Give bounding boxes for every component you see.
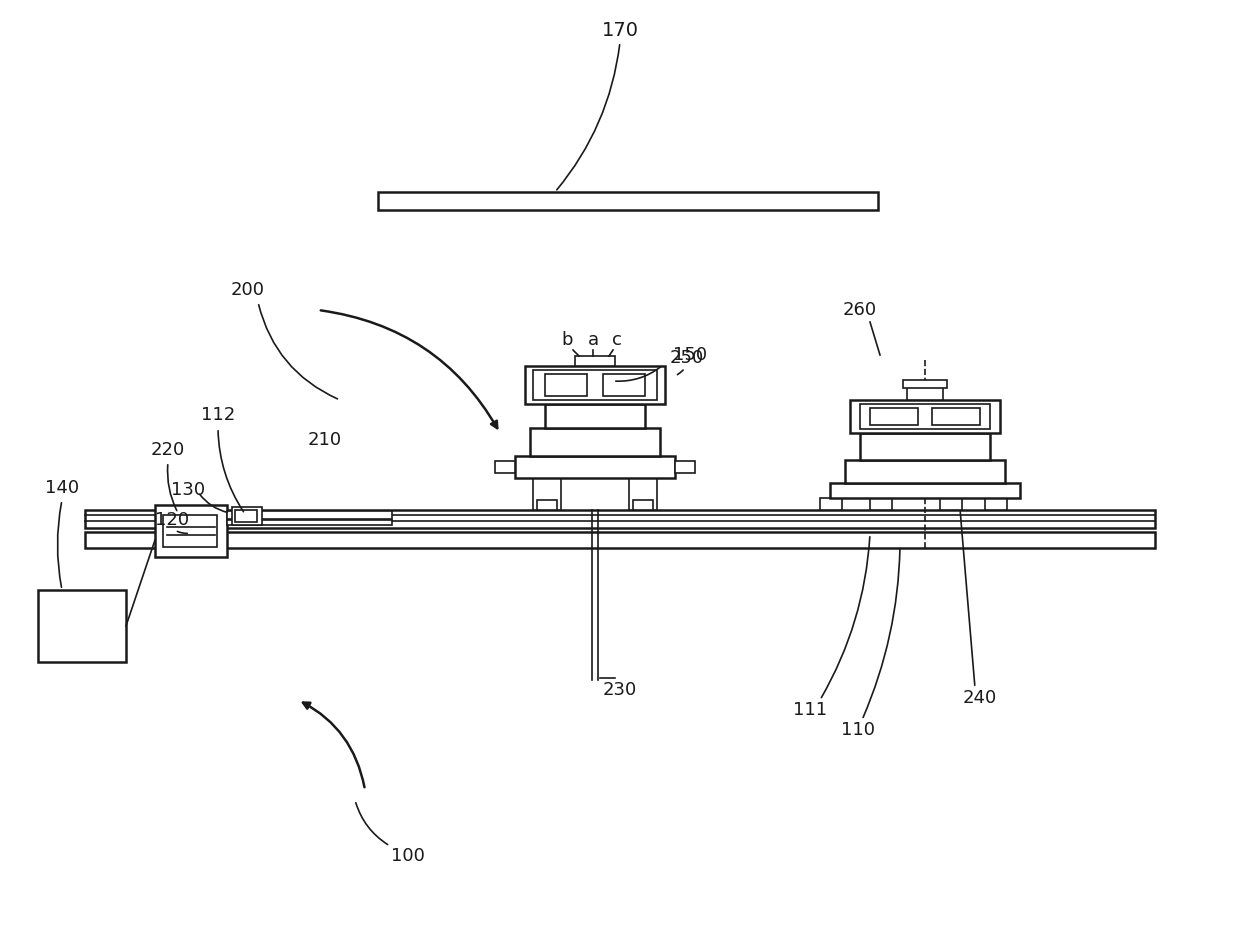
Bar	[870, 408, 918, 425]
Bar	[378, 192, 878, 210]
Bar	[820, 498, 842, 510]
Bar	[227, 520, 392, 525]
Bar	[86, 532, 1154, 548]
Text: 250: 250	[670, 349, 704, 367]
Bar	[903, 380, 947, 388]
Bar	[38, 590, 126, 662]
Bar	[629, 478, 657, 510]
Bar	[906, 387, 942, 400]
Bar	[533, 370, 657, 400]
Text: 100: 100	[391, 847, 425, 865]
Bar	[232, 507, 262, 525]
Text: 130: 130	[171, 481, 205, 499]
Text: 140: 140	[45, 479, 79, 497]
Bar	[525, 366, 665, 404]
Bar	[86, 510, 1154, 528]
Bar	[861, 433, 990, 460]
Text: 170: 170	[601, 21, 639, 40]
Text: c: c	[613, 331, 622, 349]
Bar	[155, 505, 227, 557]
Bar	[940, 498, 962, 510]
Text: 230: 230	[603, 681, 637, 699]
Bar	[849, 400, 999, 433]
Text: 112: 112	[201, 406, 236, 424]
Text: 210: 210	[308, 431, 342, 449]
Text: 260: 260	[843, 301, 877, 319]
Bar	[515, 456, 675, 478]
Text: 120: 120	[155, 511, 188, 529]
Text: 111: 111	[792, 701, 827, 719]
Bar	[844, 460, 1004, 483]
Text: a: a	[588, 331, 599, 349]
Bar	[546, 374, 587, 396]
Bar	[537, 500, 557, 510]
Bar	[932, 408, 980, 425]
Bar	[985, 498, 1007, 510]
Bar	[227, 511, 392, 519]
Bar	[830, 483, 1021, 498]
Text: 150: 150	[673, 346, 707, 364]
Bar	[236, 510, 257, 522]
Text: 240: 240	[963, 689, 997, 707]
Bar	[675, 461, 694, 473]
Text: 110: 110	[841, 721, 875, 739]
Bar	[495, 461, 515, 473]
Bar	[529, 428, 660, 456]
Text: 220: 220	[151, 441, 185, 459]
Bar	[603, 374, 645, 396]
Bar	[533, 478, 560, 510]
Bar	[546, 404, 645, 428]
Bar	[632, 500, 653, 510]
Text: b: b	[562, 331, 573, 349]
Text: 200: 200	[231, 281, 265, 299]
Bar	[870, 498, 892, 510]
Bar	[575, 356, 615, 366]
Bar	[861, 404, 990, 429]
Bar	[162, 515, 217, 547]
